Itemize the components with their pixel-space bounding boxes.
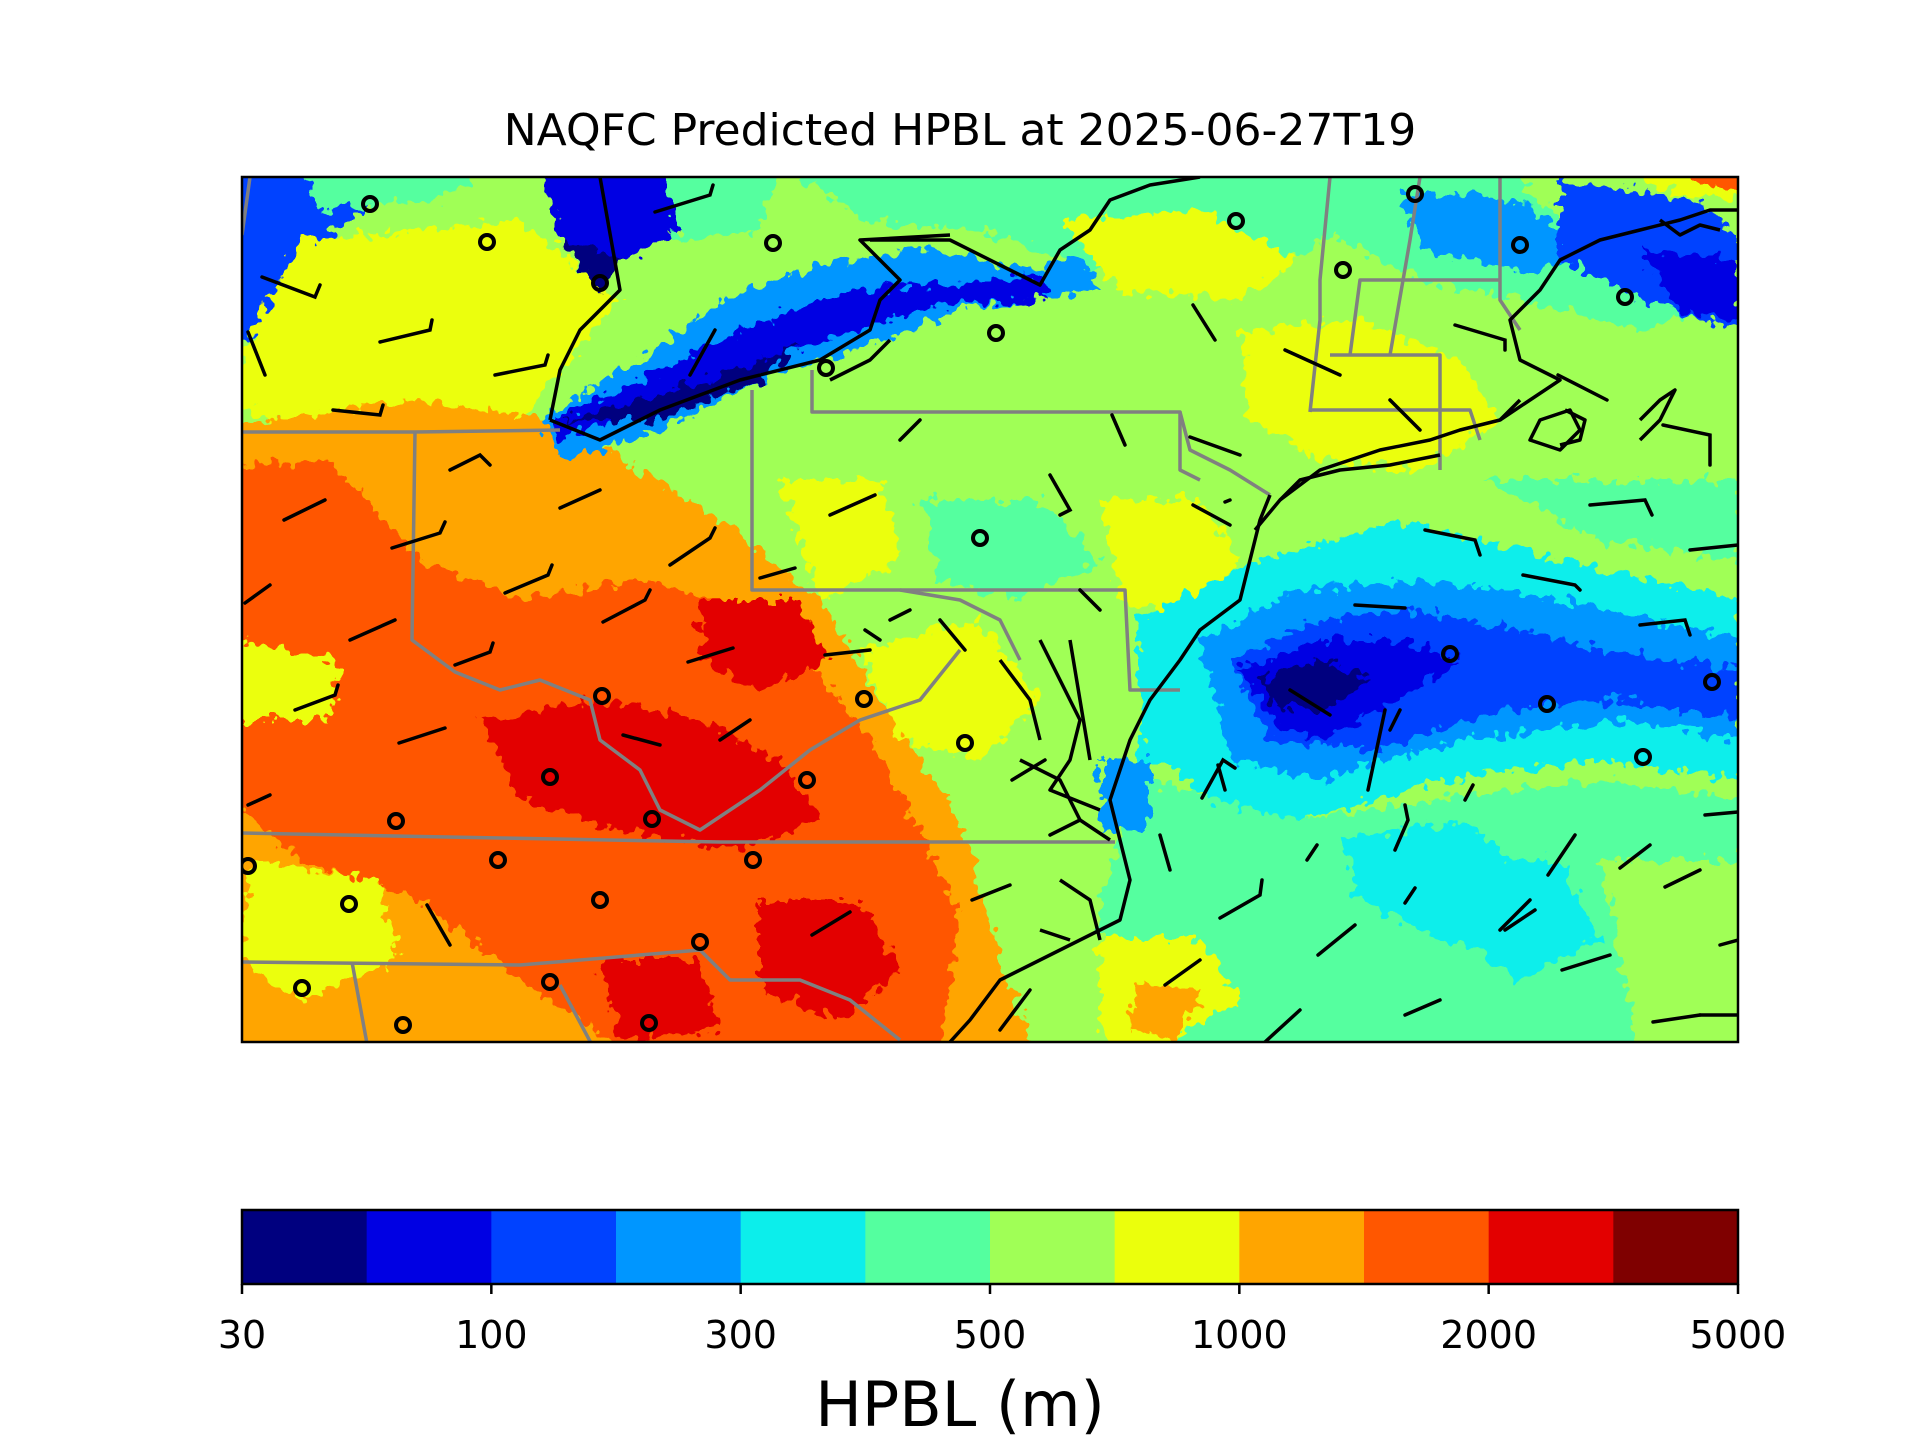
map-title: NAQFC Predicted HPBL at 2025-06-27T19 [503,105,1417,156]
colorbar-swatch [491,1210,617,1284]
colorbar-swatch [990,1210,1116,1284]
colorbar-tick-label: 100 [455,1313,528,1357]
coastlines [548,177,1738,1042]
colorbar-swatch [1488,1210,1614,1284]
colorbar-swatch [366,1210,492,1284]
colorbar-swatch [1364,1210,1490,1284]
calm-wind-circles [242,185,1721,1034]
colorbar-swatch [740,1210,866,1284]
colorbar-tick-label: 500 [953,1313,1027,1357]
colorbar-swatch [616,1210,742,1284]
colorbar-swatch [1613,1210,1739,1284]
colorbar-swatch [242,1210,368,1284]
map-frame [240,175,1740,1044]
state-borders [242,177,1522,1042]
colorbar-tick-label: 2000 [1440,1313,1538,1357]
colorbar-label: HPBL (m) [815,1368,1105,1441]
colorbar-tick-label: 5000 [1689,1313,1787,1357]
wind-barbs [243,183,1738,1042]
colorbar-tick-label: 1000 [1190,1313,1288,1357]
colorbar-swatch [1239,1210,1365,1284]
colorbar-tick-label: 300 [704,1313,777,1357]
colorbar-swatch [865,1210,991,1284]
colorbar-tick-label: 30 [217,1313,267,1357]
colorbar [242,1210,1739,1284]
hpbl-field [242,177,1738,1042]
colorbar-swatch [1114,1210,1240,1284]
colorbar-ticks [240,1284,1740,1294]
